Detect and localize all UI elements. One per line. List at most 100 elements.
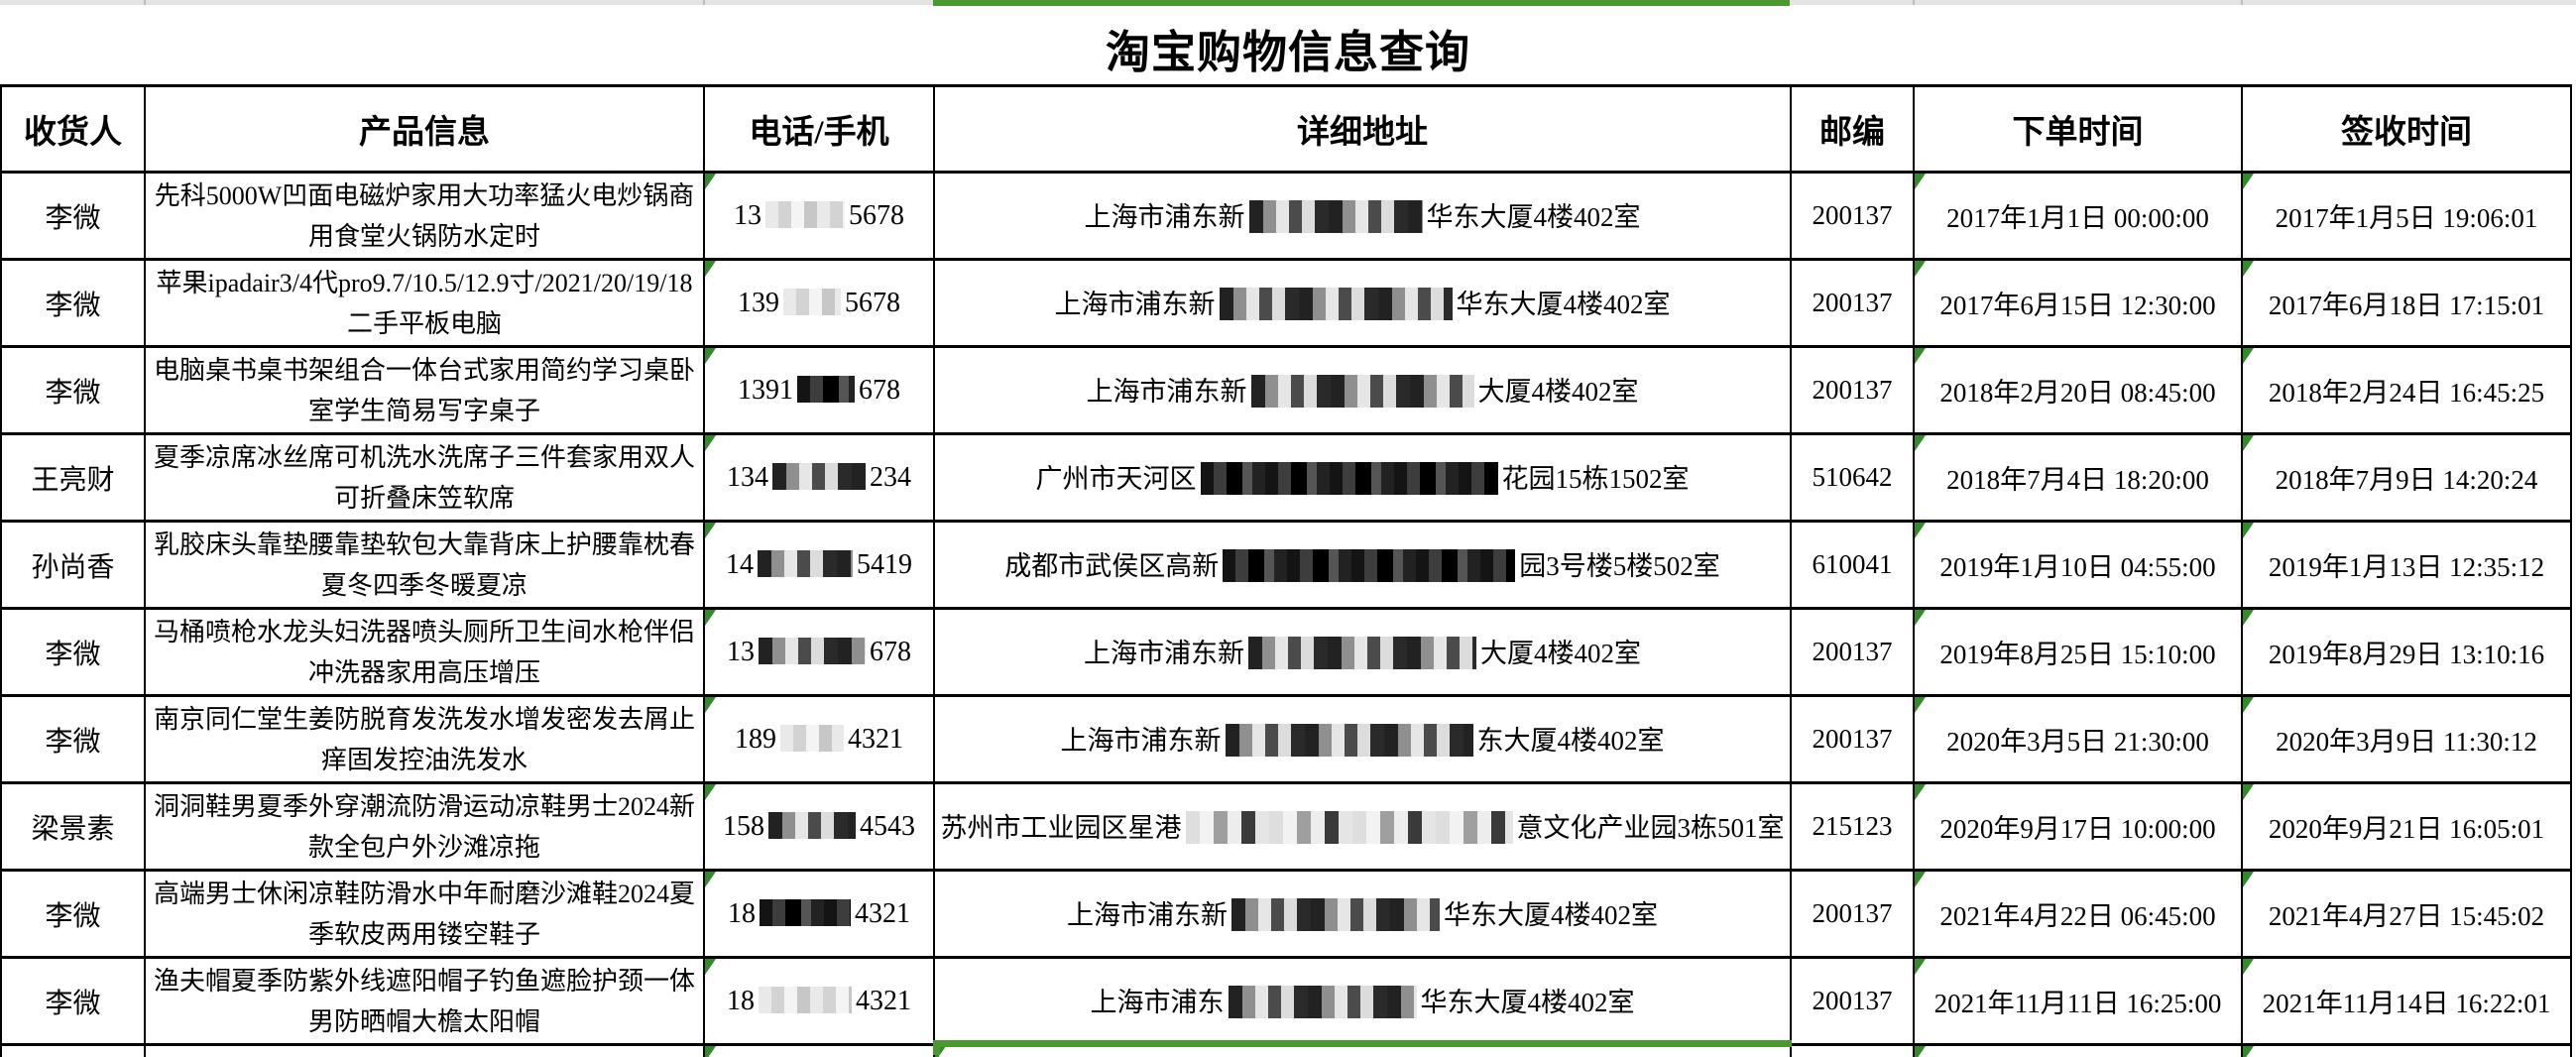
order-time-cell[interactable]: 2019年1月10日 04:55:00 <box>1913 520 2243 610</box>
phone-cell[interactable]: 139 5678 <box>703 258 935 348</box>
zip-cell[interactable]: 215123 <box>1790 781 1915 872</box>
zip-cell[interactable]: 510642 <box>1790 432 1915 523</box>
order-time-cell[interactable]: 2017年6月15日 12:30:00 <box>1913 258 2243 348</box>
recipient-name: 李微 <box>45 726 101 758</box>
order-time-cell[interactable] <box>1913 1043 2243 1057</box>
address-cell[interactable]: 广州市天河区 花园15栋1502室 <box>933 432 1792 523</box>
product-cell[interactable]: 高端男士休闲凉鞋防滑水中年耐磨沙滩鞋2024夏季软皮两用镂空鞋子 <box>144 869 705 959</box>
product-cell[interactable]: 洞洞鞋男夏季外穿潮流防滑运动凉鞋男士2024新款全包户外沙滩凉拖 <box>144 781 705 872</box>
order-time-cell[interactable]: 2021年11月11日 16:25:00 <box>1913 956 2243 1046</box>
recipient-cell[interactable]: 李微 <box>0 694 146 784</box>
address-cell[interactable]: 成都市武侯区高新 园3号楼5楼502室 <box>933 520 1792 610</box>
table-row: 李微 渔夫帽夏季防紫外线遮阳帽子钓鱼遮脸护颈一体男防晒帽大檐太阳帽 18 4321… <box>0 956 2572 1046</box>
zip-cell[interactable]: 200137 <box>1790 171 1915 261</box>
col-header-zip[interactable]: 邮编 <box>1790 84 1915 174</box>
zip-cell[interactable]: 200137 <box>1790 956 1915 1046</box>
product-cell[interactable]: 乳胶床头靠垫腰靠垫软包大靠背床上护腰靠枕春夏冬四季冬暖夏凉 <box>144 520 705 610</box>
product-cell[interactable]: 马桶喷枪水龙头妇洗器喷头厕所卫生间水枪伴侣冲洗器家用高压增压 <box>144 607 705 697</box>
phone-cell[interactable]: 189 4321 <box>703 694 935 784</box>
zip-cell[interactable]: 200137 <box>1790 345 1915 435</box>
address-cell[interactable]: 苏州市工业园区星港 意文化产业园3栋501室 <box>933 781 1792 872</box>
recipient-cell[interactable]: 王亮财 <box>0 432 146 523</box>
recipient-cell[interactable] <box>0 1043 146 1057</box>
product-cell[interactable]: 南京同仁堂生姜防脱育发洗发水增发密发去屑止痒固发控油洗发水 <box>144 694 705 784</box>
address-cell[interactable]: 上海市浦东新 大厦4楼402室 <box>933 345 1792 435</box>
phone-cell[interactable]: 1391 678 <box>703 345 935 435</box>
sign-time-cell[interactable]: 2021年4月27日 15:45:02 <box>2241 869 2572 959</box>
phone-cell[interactable]: 18 4321 <box>703 956 935 1046</box>
zip-cell[interactable]: 200137 <box>1790 258 1915 348</box>
zip-value: 215123 <box>1812 811 1893 841</box>
table-row: 王亮财 夏季凉席冰丝席可机洗水洗席子三件套家用双人可折叠床笠软席 134 234 … <box>0 432 2572 523</box>
product-cell[interactable]: 先科5000W凹面电磁炉家用大功率猛火电炒锅商用食堂火锅防水定时 <box>144 171 705 261</box>
phone-cell[interactable] <box>703 1043 935 1057</box>
sign-time-cell[interactable]: 2020年3月9日 11:30:12 <box>2241 694 2572 784</box>
cell-flag-icon <box>1916 960 1926 975</box>
product-cell[interactable]: 电脑桌书桌书架组合一体台式家用简约学习桌卧室学生简易写字桌子 <box>144 345 705 435</box>
order-time-cell[interactable]: 2019年8月25日 15:10:00 <box>1913 607 2243 697</box>
censored-block <box>1228 986 1417 1019</box>
col-header-phone[interactable]: 电话/手机 <box>703 84 935 174</box>
sign-time: 2019年8月29日 13:10:16 <box>2268 640 2545 669</box>
col-header-sign-time[interactable]: 签收时间 <box>2241 84 2572 174</box>
phone-suffix: 5419 <box>857 548 912 580</box>
cell-flag-icon <box>706 611 716 626</box>
sign-time-cell[interactable]: 2021年11月14日 16:22:01 <box>2241 956 2572 1046</box>
order-time-cell[interactable]: 2017年1月1日 00:00:00 <box>1913 171 2243 261</box>
address-cell[interactable]: 上海市浦东新 东大厦4楼402室 <box>933 694 1792 784</box>
phone-cell[interactable]: 14 5419 <box>703 520 935 610</box>
address-cell[interactable]: 上海市浦东新 华东大厦4楼402室 <box>933 869 1792 959</box>
zip-value: 200137 <box>1812 200 1893 230</box>
recipient-cell[interactable]: 李微 <box>0 607 146 697</box>
sign-time-cell[interactable] <box>2241 1043 2572 1057</box>
phone-cell[interactable]: 134 234 <box>703 432 935 523</box>
col-header-product[interactable]: 产品信息 <box>144 84 705 174</box>
phone-cell[interactable]: 18 4321 <box>703 869 935 959</box>
phone-suffix: 4321 <box>855 897 910 929</box>
zip-cell[interactable]: 200137 <box>1790 694 1915 784</box>
recipient-cell[interactable]: 李微 <box>0 869 146 959</box>
phone-prefix: 1391 <box>738 374 793 406</box>
address-cell[interactable]: 上海市浦东新 大厦4楼402室 <box>933 607 1792 697</box>
product-cell[interactable]: 夏季凉席冰丝席可机洗水洗席子三件套家用双人可折叠床笠软席 <box>144 432 705 523</box>
sign-time-cell[interactable]: 2019年1月13日 12:35:12 <box>2241 520 2572 610</box>
phone-cell[interactable]: 13 5678 <box>703 171 935 261</box>
address-cell[interactable]: 上海市浦东新 华东大厦4楼402室 <box>933 258 1792 348</box>
order-time-cell[interactable]: 2018年7月4日 18:20:00 <box>1913 432 2243 523</box>
recipient-name: 李微 <box>45 290 101 321</box>
sign-time-cell[interactable]: 2018年7月9日 14:20:24 <box>2241 432 2572 523</box>
phone-cell[interactable]: 158 4543 <box>703 781 935 872</box>
product-cell[interactable]: 苹果ipadair3/4代pro9.7/10.5/12.9寸/2021/20/1… <box>144 258 705 348</box>
recipient-cell[interactable]: 孙尚香 <box>0 520 146 610</box>
sign-time-cell[interactable]: 2019年8月29日 13:10:16 <box>2241 607 2572 697</box>
zip-cell[interactable]: 200137 <box>1790 607 1915 697</box>
recipient-cell[interactable]: 李微 <box>0 345 146 435</box>
product-cell[interactable]: 渔夫帽夏季防紫外线遮阳帽子钓鱼遮脸护颈一体男防晒帽大檐太阳帽 <box>144 956 705 1046</box>
address-cell[interactable]: 上海市浦东 华东大厦4楼402室 <box>933 956 1792 1046</box>
zip-cell[interactable] <box>1790 1043 1915 1057</box>
zip-cell[interactable]: 610041 <box>1790 520 1915 610</box>
zip-cell[interactable]: 200137 <box>1790 869 1915 959</box>
order-time-cell[interactable]: 2018年2月20日 08:45:00 <box>1913 345 2243 435</box>
order-time-cell[interactable]: 2020年3月5日 21:30:00 <box>1913 694 2243 784</box>
col-header-address[interactable]: 详细地址 <box>933 84 1792 174</box>
sign-time-cell[interactable]: 2017年1月5日 19:06:01 <box>2241 171 2572 261</box>
sign-time-cell[interactable]: 2018年2月24日 16:45:25 <box>2241 345 2572 435</box>
order-time: 2019年8月25日 15:10:00 <box>1939 640 2216 669</box>
column-divider <box>703 0 705 5</box>
product-cell[interactable] <box>144 1043 705 1057</box>
order-time-cell[interactable]: 2021年4月22日 06:45:00 <box>1913 869 2243 959</box>
phone-cell[interactable]: 13 678 <box>703 607 935 697</box>
recipient-cell[interactable]: 梁景素 <box>0 781 146 872</box>
address-cell[interactable]: 上海市浦东新 华东大厦4楼402室 <box>933 171 1792 261</box>
order-time-cell[interactable]: 2020年9月17日 10:00:00 <box>1913 781 2243 872</box>
censored-block <box>783 288 841 315</box>
col-header-recipient[interactable]: 收货人 <box>0 84 146 174</box>
sign-time-cell[interactable]: 2017年6月18日 17:15:01 <box>2241 258 2572 348</box>
cell-flag-icon <box>706 349 716 364</box>
recipient-cell[interactable]: 李微 <box>0 171 146 261</box>
recipient-cell[interactable]: 李微 <box>0 258 146 348</box>
col-header-order-time[interactable]: 下单时间 <box>1913 84 2243 174</box>
sign-time-cell[interactable]: 2020年9月21日 16:05:01 <box>2241 781 2572 872</box>
recipient-cell[interactable]: 李微 <box>0 956 146 1046</box>
